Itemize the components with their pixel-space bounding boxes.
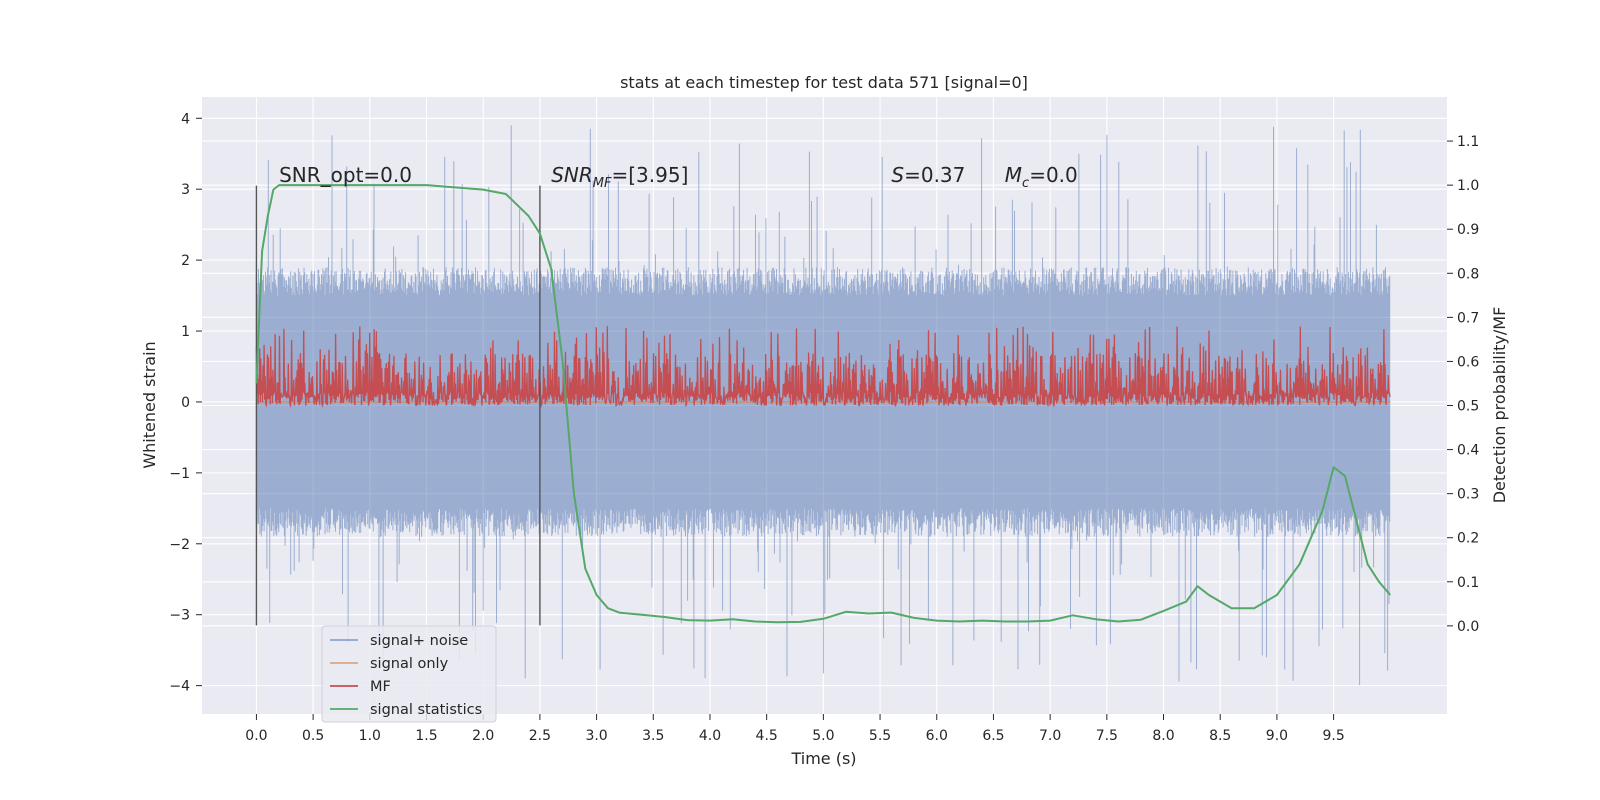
annotation-text: Mc=0.0 [1005, 163, 1078, 191]
y-tick-label: 2 [181, 253, 190, 269]
right-y-tick-label: 0.2 [1457, 531, 1479, 547]
y-tick-label: −3 [169, 608, 190, 624]
y-tick-label: −2 [169, 537, 190, 553]
y-tick-label: 3 [181, 182, 190, 198]
x-tick-label: 3.5 [642, 728, 664, 744]
right-y-tick-label: 0.4 [1457, 443, 1479, 459]
legend-label: signal only [370, 656, 449, 672]
x-tick-label: 5.0 [812, 728, 834, 744]
right-y-tick-label: 0.8 [1457, 266, 1479, 282]
right-y-tick-label: 1.0 [1457, 178, 1479, 194]
x-tick-label: 0.0 [245, 728, 267, 744]
y-axis-label: Whitened strain [140, 341, 159, 468]
x-tick-label: 2.5 [529, 728, 551, 744]
x-tick-label: 7.0 [1039, 728, 1061, 744]
right-y-tick-label: 1.1 [1457, 134, 1479, 150]
x-tick-label: 4.5 [756, 728, 778, 744]
y-tick-label: 4 [181, 111, 190, 127]
x-tick-label: 0.5 [302, 728, 324, 744]
x-tick-label: 3.0 [585, 728, 607, 744]
legend-label: signal statistics [370, 702, 482, 718]
annotations: SNR_opt=0.0 SNRMF=[3.95] S=0.37 Mc=0.0 [279, 163, 1078, 191]
series-signal-statistics [255, 184, 1392, 624]
annotation-text: S=0.37 [891, 163, 965, 187]
y-tick-label: −4 [169, 679, 190, 695]
legend-box [321, 625, 497, 723]
right-y-tick-label: 0.7 [1457, 310, 1479, 326]
right-y-tick-label: 0.1 [1457, 575, 1479, 591]
legend-label: signal+ noise [370, 633, 468, 649]
x-tick-label: 8.0 [1152, 728, 1174, 744]
x-tick-label: 2.0 [472, 728, 494, 744]
right-y-tick-label: 0.9 [1457, 222, 1479, 238]
x-tick-label: 9.0 [1266, 728, 1288, 744]
y-tick-label: 1 [181, 324, 190, 340]
x-tick-label: 5.5 [869, 728, 891, 744]
right-y-tick-label: 0.3 [1457, 487, 1479, 503]
axes: 0.0 0.5 1.0 1.5 2.0 2.5 3.0 3.5 4.0 4.5 5.0 5.5 6.0 6… [169, 111, 1479, 744]
y-tick-label: −1 [169, 466, 190, 482]
right-y-tick-label: 0.5 [1457, 399, 1479, 415]
x-tick-label: 6.5 [982, 728, 1004, 744]
x-tick-label: 1.0 [359, 728, 381, 744]
annotation-text: SNRMF=[3.95] [551, 163, 688, 191]
x-tick-label: 6.0 [926, 728, 948, 744]
x-tick-label: 4.0 [699, 728, 721, 744]
x-tick-label: 1.5 [415, 728, 437, 744]
x-axis-label: Time (s) [790, 749, 856, 768]
series-layer [255, 125, 1392, 686]
x-tick-label: 8.5 [1209, 728, 1231, 744]
right-y-tick-label: 0.0 [1457, 619, 1479, 635]
chart-title: stats at each timestep for test data 571… [620, 73, 1028, 92]
legend: signal+ noise signal only MF signal statist… [321, 625, 497, 723]
right-y-axis-label: Detection probability/MF [1490, 307, 1509, 504]
right-y-tick-label: 0.6 [1457, 354, 1479, 370]
x-tick-label: 7.5 [1096, 728, 1118, 744]
y-tick-label: 0 [181, 395, 190, 411]
legend-label: MF [370, 679, 391, 695]
annotation-text: SNR_opt=0.0 [279, 163, 412, 187]
series-mf [255, 326, 1391, 409]
x-tick-label: 9.5 [1322, 728, 1344, 744]
